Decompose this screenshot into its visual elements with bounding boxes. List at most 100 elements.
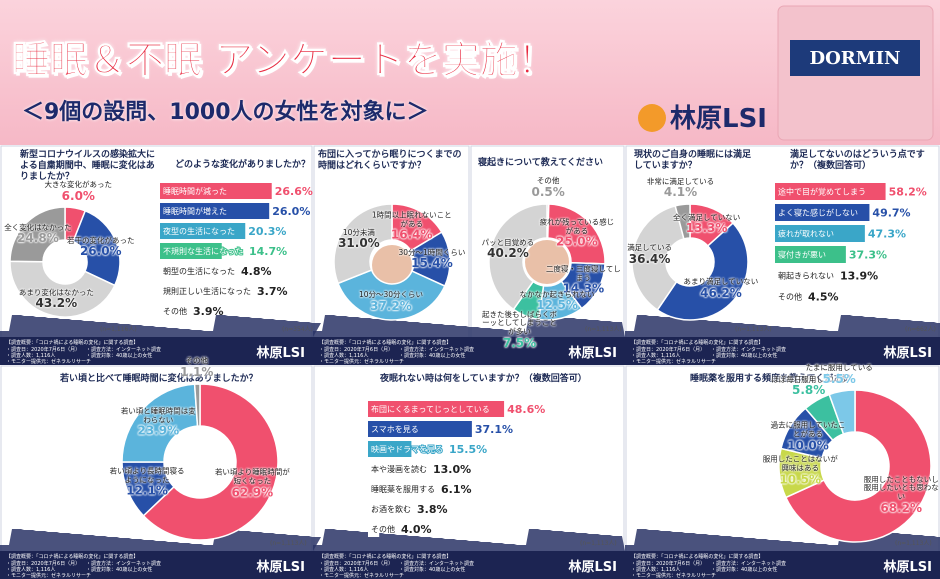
skyline (0, 529, 321, 551)
pie-slice (9, 260, 116, 318)
bar (775, 204, 870, 221)
survey-line: ・モニター提供元：ゼネラルリサーチ (319, 358, 404, 365)
bar (368, 461, 405, 477)
survey-line: ・モニター提供元：ゼネラルリサーチ (6, 358, 91, 365)
slice-category: 10分未満 (342, 227, 375, 237)
page-title: 睡眠＆不眠 アンケートを実施！ (12, 38, 557, 83)
chart-title: 若い頃と比べて睡眠時間に変化はありましたか？ (60, 374, 258, 384)
footer-brand: 林原LSI (569, 559, 617, 575)
survey-line: ・調査日：2020年7月6日（月） (631, 346, 705, 353)
bar-value: 4.0% (401, 523, 432, 536)
footer-bar (313, 337, 625, 365)
bar-label: その他 (371, 524, 395, 534)
slice-value: 16.4% (390, 227, 433, 242)
bar-label: 朝型の生活になった (163, 266, 235, 276)
slice-value: 31.0% (338, 235, 380, 250)
slice-category: 服用したこともないし服用したいとも思わない (863, 474, 939, 502)
pie-label: なかなか起きられない 12.5% (517, 290, 597, 313)
pie-label: 過去に服用していたことがある 10.0% (768, 421, 848, 453)
pie-label: たまに服用している 5.5% (799, 364, 879, 386)
slice-category: 30分～1時間くらい (398, 247, 466, 257)
survey-line: ・調査対象：40歳以上の女性 (86, 352, 152, 359)
slice-value: 10.0% (787, 438, 829, 453)
survey-line: ・調査日：2020年7月6日（月） (631, 560, 705, 567)
slice-value: 37.2% (370, 298, 412, 313)
bar-value: 47.3% (868, 228, 906, 241)
slice-category: その他 (185, 355, 209, 365)
slice-category: 疲れが残っている感じがある (539, 217, 615, 236)
slice-category: 大きな変化があった (44, 180, 113, 190)
pie-slice (9, 206, 66, 263)
bar-label: 睡眠時間が減った (163, 186, 227, 196)
sample-note: (n=1,113人) (895, 540, 932, 547)
survey-line: ・モニター提供元：ゼネラルリサーチ (631, 358, 716, 365)
pie-slice (72, 209, 121, 287)
survey-line: ・モニター提供元：ゼネラルリサーチ (631, 572, 716, 579)
footer-bar (625, 337, 940, 365)
pie-slice (546, 203, 606, 265)
slice-value: 0.5% (531, 184, 565, 199)
bar (160, 303, 177, 319)
footer-brand: 林原LSI (884, 345, 932, 361)
bar-label: 規則正しい生活になった (163, 286, 251, 296)
pie-slice (784, 389, 932, 543)
bar (368, 441, 412, 457)
slice-category: 若い頃と睡眠時間は変わらない (120, 406, 196, 425)
chart-title: 夜眠れない時は何をしていますか？（複数回答可） (380, 374, 587, 384)
pie-slice (333, 203, 393, 285)
sample-note: (n=354人) (282, 326, 313, 333)
survey-line: ・調査方法：インターネット調査 (86, 560, 161, 567)
pie-label: 服用したこともないし服用したいとも思わない 68.2% (861, 474, 940, 516)
pie-label: 若い頃と睡眠時間は変わらない 23.9% (118, 406, 198, 439)
chart-title: 寝起きについて教えてください (478, 158, 604, 168)
slice-category: たまに服用している (805, 363, 873, 373)
bar-value: 14.7% (249, 245, 287, 258)
bar-label: 本や漫画を読む (371, 464, 427, 474)
footer-bar (0, 337, 313, 365)
survey-line: ・調査人数：1,116人 (319, 566, 368, 573)
bar-label: 朝起きられない (778, 272, 834, 281)
sample-note: (n=1,113人) (585, 326, 622, 333)
slice-category: 二度寝・三度寝してしまう (545, 264, 621, 283)
chart-title: 現状のご自身の睡眠には満足していますか？ (634, 150, 752, 171)
bar-value: 15.5% (449, 443, 487, 456)
bar-label: 夜型の生活になった (163, 226, 235, 236)
chart-title: 睡眠薬を服用する頻度を教えてください (690, 374, 852, 384)
slice-value: 62.9% (231, 485, 274, 500)
slice-category: 服用したことはないが興味はある (762, 454, 838, 473)
pie-label: 若い頃より長時間寝るようになった 12.1% (107, 466, 187, 499)
bar (775, 246, 846, 263)
survey-line: ・調査対象：40歳以上の女性 (711, 352, 777, 359)
bar-label: お酒を飲む (371, 504, 411, 514)
bar (160, 223, 246, 239)
bar (775, 288, 784, 305)
survey-line: ・調査人数：1,116人 (631, 352, 680, 359)
slice-value: 68.2% (880, 500, 923, 515)
slice-category: 若い頃より睡眠時間が短くなった (214, 467, 290, 486)
survey-line: ・調査対象：40歳以上の女性 (399, 352, 465, 359)
slice-value: 12.5% (536, 298, 578, 313)
chart-title: どのような変化がありましたか？ (175, 160, 311, 170)
bar-value: 4.5% (808, 291, 839, 304)
slice-category: 全く満足していない (672, 212, 741, 222)
bar-value: 37.3% (849, 249, 887, 262)
pie-label: あまり変化はなかった 43.2% (16, 288, 96, 310)
survey-heading: 【調査概要：「コロナ禍による睡眠の変化」に関する調査】 (6, 339, 138, 346)
slice-value: 10.5% (779, 472, 822, 487)
survey-heading: 【調査概要：「コロナ禍による睡眠の変化」に関する調査】 (319, 553, 451, 560)
slice-value: 14.3% (562, 281, 605, 296)
survey-line: ・モニター提供元：ゼネラルリサーチ (6, 572, 91, 579)
sample-note: (n=1,113人) (580, 540, 617, 547)
pie-slice (193, 383, 201, 427)
bar (368, 521, 380, 537)
slice-category: 全く変化はなかった (4, 222, 72, 232)
slice-category: 若い頃より長時間寝るようになった (109, 466, 185, 485)
bar-value: 58.2% (889, 186, 927, 199)
slice-value: 15.4% (411, 256, 453, 271)
slice-category: あまり変化はなかった (18, 287, 94, 297)
page-subtitle: ＜9個の設問、1000人の女性を対象に＞ (22, 100, 429, 125)
footer-bar (0, 551, 313, 579)
slice-value: 40.2% (487, 245, 529, 260)
pie-label: 若い頃より睡眠時間が短くなった 62.9% (212, 467, 292, 500)
slice-value: 5.5% (822, 371, 856, 386)
